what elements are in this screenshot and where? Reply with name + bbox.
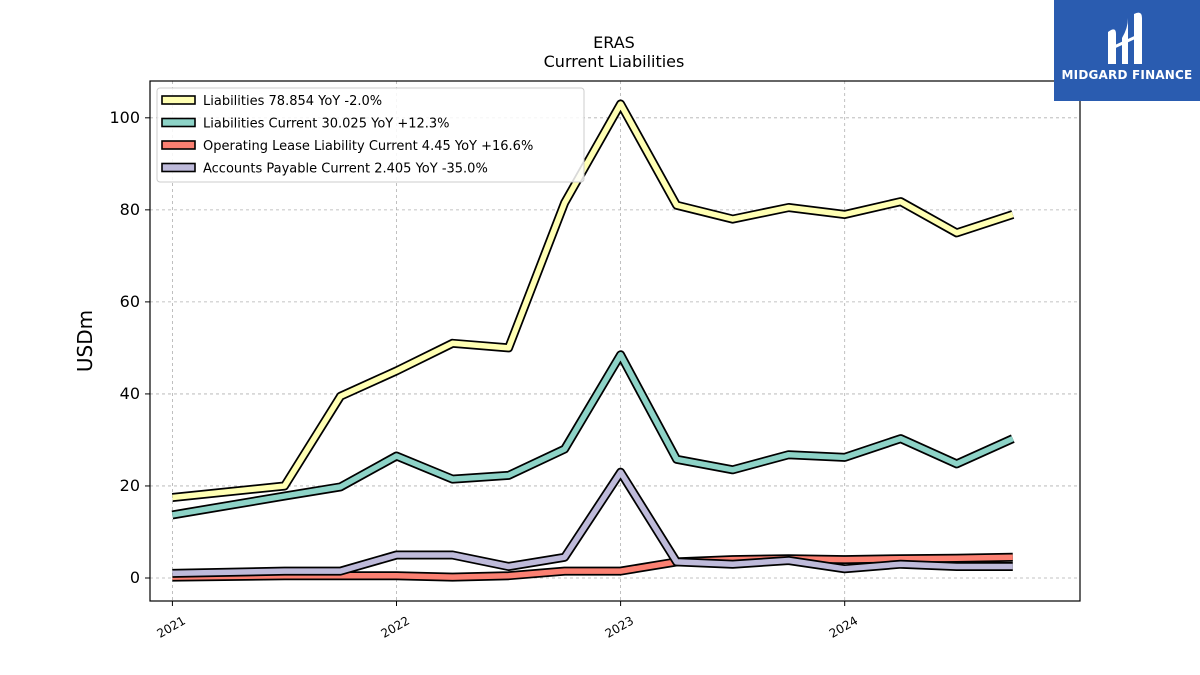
y-tick-label: 80 — [120, 200, 140, 219]
chart-title: ERAS — [593, 33, 635, 52]
y-axis-label: USDm — [73, 310, 97, 372]
y-tick-label: 40 — [120, 384, 140, 403]
y-tick-label: 100 — [109, 108, 140, 127]
x-tick-label: 2023 — [603, 613, 636, 640]
midgard-finance-logo: MIDGARD FINANCE — [1054, 0, 1200, 101]
series-accounts-payable-current — [172, 467, 1013, 578]
legend-swatch — [161, 117, 196, 128]
legend-label: Liabilities Current 30.025 YoY +12.3% — [203, 117, 450, 132]
y-tick-label: 20 — [120, 476, 140, 495]
x-ticks: 2021 2022 2023 2024 — [154, 601, 860, 641]
legend-entry: Operating Lease Liability Current 4.45 Y… — [161, 139, 533, 154]
y-tick-label: 60 — [120, 292, 140, 311]
y-tick-label: 0 — [130, 568, 140, 587]
legend-label: Operating Lease Liability Current 4.45 Y… — [203, 139, 533, 154]
legend-label: Liabilities 78.854 YoY -2.0% — [203, 94, 382, 109]
logo-mark-icon — [1108, 12, 1142, 65]
legend-box — [156, 87, 585, 183]
series-line — [172, 101, 1014, 501]
x-tick-label: 2021 — [154, 613, 187, 640]
chart-subtitle: Current Liabilities — [544, 52, 685, 71]
legend-label: Accounts Payable Current 2.405 YoY -35.0… — [203, 162, 488, 177]
y-ticks: 0 20 40 60 80 100 — [109, 108, 150, 587]
x-tick-label: 2024 — [827, 613, 860, 640]
series-operating-lease-liability-current — [172, 552, 1013, 582]
legend-entry: Accounts Payable Current 2.405 YoY -35.0… — [161, 162, 488, 177]
series-line — [172, 469, 1013, 577]
series-liabilities-current — [171, 350, 1015, 520]
legend-entry: Liabilities 78.854 YoY -2.0% — [161, 94, 382, 109]
series-line — [171, 352, 1014, 518]
legend-swatch — [161, 95, 196, 105]
series-line — [172, 554, 1013, 580]
legend-entry: Liabilities Current 30.025 YoY +12.3% — [161, 117, 450, 132]
series-lines — [171, 99, 1015, 582]
legend: Liabilities 78.854 YoY -2.0% Liabilities … — [156, 87, 585, 183]
legend-swatch — [161, 140, 196, 150]
legend-swatch — [161, 162, 196, 173]
plot-frame — [149, 80, 1081, 602]
logo-text: MIDGARD FINANCE — [1061, 68, 1193, 82]
series-liabilities — [171, 99, 1015, 502]
series-outline — [171, 350, 1015, 520]
x-tick-label: 2022 — [379, 613, 412, 640]
